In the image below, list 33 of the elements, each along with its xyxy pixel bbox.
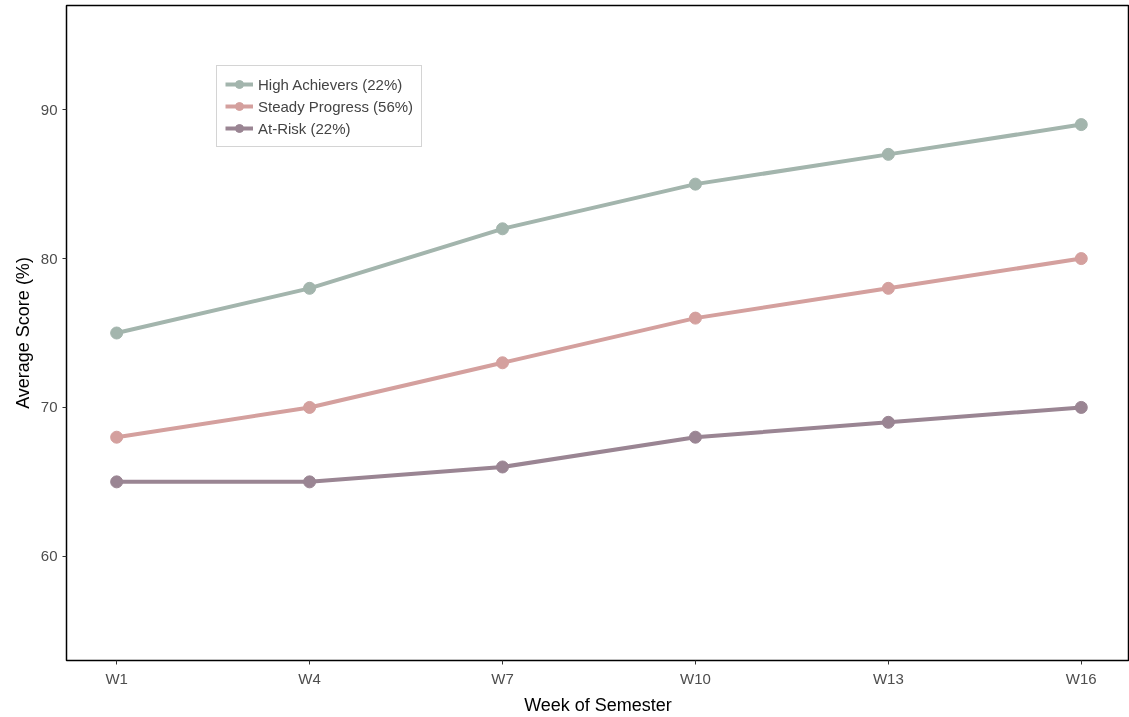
point [303, 281, 317, 295]
point [881, 415, 895, 429]
point [688, 311, 702, 325]
point [496, 222, 509, 236]
legend-label: At-Risk (22%) [258, 119, 351, 137]
x-tick-label: W13 [872, 669, 904, 687]
y-tick-label: 70 [40, 398, 58, 416]
point [881, 281, 895, 295]
x-tick-label: W7 [491, 669, 514, 687]
point [1074, 400, 1088, 414]
y-tick-label: 60 [40, 547, 58, 565]
legend-label: Steady Progress (56%) [258, 97, 414, 115]
point [110, 430, 124, 444]
x-axis-title: Week of Semester [524, 694, 672, 715]
point [110, 326, 124, 340]
point [303, 400, 317, 414]
point [496, 356, 509, 370]
point [1074, 118, 1088, 132]
point [496, 460, 509, 474]
point [881, 147, 895, 161]
point [303, 475, 317, 489]
point [688, 430, 702, 444]
y-tick-label: 90 [40, 100, 58, 118]
point [1074, 252, 1088, 266]
x-tick-label: W16 [1065, 669, 1097, 687]
y-tick-label: 80 [40, 249, 58, 267]
y-axis-title: Average Score (%) [12, 257, 33, 409]
legend-label: High Achievers (22%) [258, 75, 403, 93]
x-tick-label: W4 [298, 669, 321, 687]
x-tick-label: W10 [680, 669, 711, 687]
x-tick-label: W1 [105, 669, 128, 687]
point [110, 475, 124, 489]
point [688, 177, 702, 191]
